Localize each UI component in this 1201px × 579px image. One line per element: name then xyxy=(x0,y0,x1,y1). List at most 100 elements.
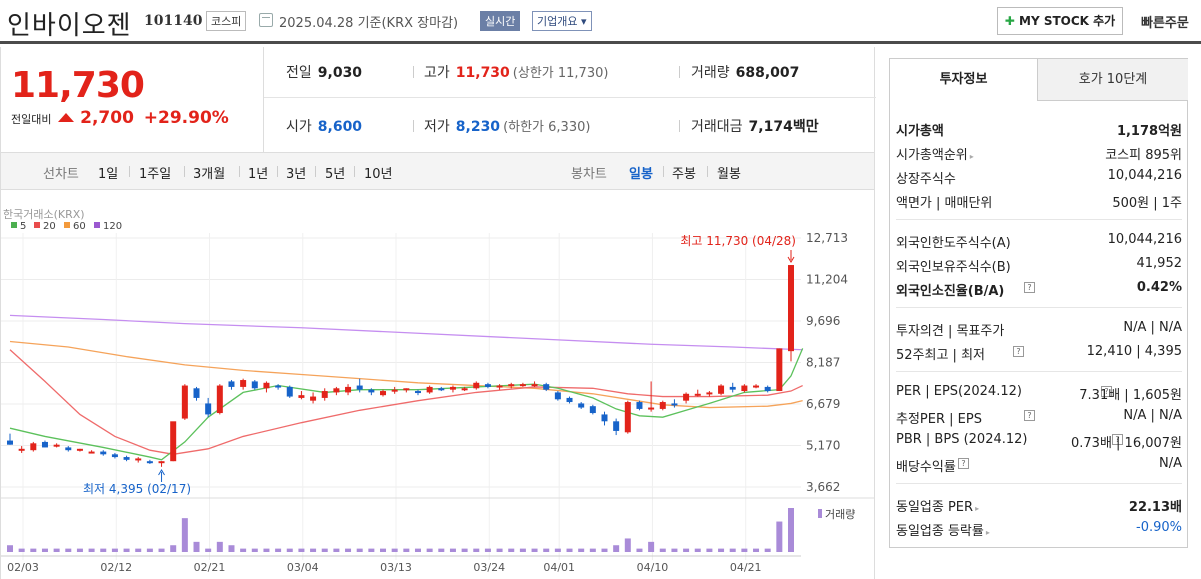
info-row: PBR | BPS (2024.12)? 0.73배 | 16,007원 xyxy=(896,429,1182,451)
candle xyxy=(788,265,794,352)
price-change: 전일대비 2,700 +29.90% xyxy=(11,108,229,128)
info-label: 동일업종 등락률 ▸ xyxy=(896,524,990,539)
volume-bar xyxy=(76,548,83,552)
volume-bar xyxy=(718,548,725,552)
volume-bar xyxy=(216,541,223,552)
mystock-add-button[interactable]: ✚ MY STOCK 추가 xyxy=(997,7,1123,35)
info-value: 22.13배 xyxy=(1128,500,1182,515)
x-tick-label: 03/04 xyxy=(287,561,319,574)
low-arrow-icon xyxy=(158,469,165,476)
help-icon[interactable]: ? xyxy=(1013,346,1024,357)
volume-bar xyxy=(310,548,317,552)
calendar-icon xyxy=(259,13,273,27)
period-daily[interactable]: 일봉 xyxy=(629,167,653,182)
candle xyxy=(519,384,526,387)
period-10y[interactable]: 10년 xyxy=(364,167,393,182)
x-tick-label: 02/21 xyxy=(194,561,226,574)
volume-bar xyxy=(438,548,445,552)
divider xyxy=(896,371,1182,372)
info-label: 동일업종 PER ▸ xyxy=(896,500,980,515)
volume-bar xyxy=(321,548,328,552)
info-label: 외국인한도주식수(A) xyxy=(896,236,1011,251)
volume-bar xyxy=(671,548,678,552)
investment-info-panel: 투자정보 호가 10단계 시가총액 1,178억원 시가총액순위 ▸ 코스피 895위 상… xyxy=(889,58,1188,548)
volume-bar xyxy=(461,548,468,552)
company-overview-dropdown[interactable]: 기업개요 ▾ xyxy=(532,11,592,31)
info-row: 52주최고 | 최저? 12,410 | 4,395 xyxy=(896,341,1182,363)
candle xyxy=(135,458,142,461)
quick-order-button[interactable]: 빠른주문 xyxy=(1141,16,1189,31)
candle xyxy=(76,448,83,451)
volume-bar xyxy=(496,548,503,552)
volume-bar xyxy=(601,548,608,552)
info-label: 시가총액순위 ▸ xyxy=(896,148,974,163)
volume-bar xyxy=(473,548,480,552)
volume-bar xyxy=(158,548,165,552)
candle xyxy=(426,386,433,393)
expand-icon[interactable]: ▸ xyxy=(985,528,990,537)
candle xyxy=(310,396,317,401)
info-value: N/A | N/A xyxy=(1123,408,1182,423)
trade-amount: 거래대금 7,174백만 xyxy=(691,119,819,135)
period-3m[interactable]: 3개월 xyxy=(193,167,226,182)
period-monthly[interactable]: 월봉 xyxy=(717,167,741,182)
period-5y[interactable]: 5년 xyxy=(325,167,346,182)
volume-bar xyxy=(624,538,631,552)
base-date: 2025.04.28 기준(KRX 장마감) xyxy=(279,16,459,31)
legend-label: 120 xyxy=(103,221,122,232)
volume-bar xyxy=(554,548,561,552)
help-icon[interactable]: ? xyxy=(1112,434,1123,445)
candle xyxy=(601,414,608,422)
stock-name: 인바이오젠 xyxy=(7,11,132,41)
info-label: 상장주식수 xyxy=(896,172,956,187)
help-icon[interactable]: ? xyxy=(958,458,969,469)
stock-header: 인바이오젠 101140 코스피 2025.04.28 기준(KRX 장마감) … xyxy=(0,0,1201,44)
candle xyxy=(694,393,701,396)
x-tick-label: 02/12 xyxy=(100,561,132,574)
tab-investment-info[interactable]: 투자정보 xyxy=(890,59,1038,101)
volume-bar xyxy=(753,548,760,552)
help-icon[interactable]: ? xyxy=(1024,410,1035,421)
period-1d[interactable]: 1일 xyxy=(98,167,119,182)
candle xyxy=(449,386,456,390)
market-badge: 코스피 xyxy=(206,11,247,31)
candle xyxy=(333,388,340,393)
help-icon[interactable]: ? xyxy=(1024,282,1035,293)
info-label: PER | EPS(2024.12) xyxy=(896,384,1022,399)
volume-bar xyxy=(414,548,421,552)
help-icon[interactable]: ? xyxy=(1101,386,1112,397)
expand-icon[interactable]: ▸ xyxy=(969,152,974,161)
period-1y[interactable]: 1년 xyxy=(248,167,269,182)
y-tick-label: 12,713 xyxy=(806,231,848,245)
info-label: PBR | BPS (2024.12) xyxy=(896,432,1028,447)
candle xyxy=(228,381,235,387)
ma20-line xyxy=(9,349,803,455)
candle xyxy=(531,384,538,387)
expand-icon[interactable]: ▸ xyxy=(975,504,980,513)
x-tick-label: 03/24 xyxy=(473,561,505,574)
change-label: 전일대비 xyxy=(11,113,52,126)
candle xyxy=(65,447,72,451)
info-label: 52주최고 | 최저 xyxy=(896,348,985,363)
candle xyxy=(263,382,270,389)
info-value: 12,410 | 4,395 xyxy=(1086,344,1182,359)
volume: 거래량 688,007 xyxy=(691,65,800,81)
candle xyxy=(403,388,410,391)
info-row: 상장주식수 10,044,216 xyxy=(896,165,1182,187)
volume-bar xyxy=(741,548,748,552)
tab-orderbook[interactable]: 호가 10단계 xyxy=(1038,59,1188,101)
current-price: 11,730 xyxy=(11,65,145,106)
period-weekly[interactable]: 주봉 xyxy=(672,167,696,182)
x-tick-label: 03/13 xyxy=(380,561,412,574)
candle xyxy=(543,384,550,390)
candle xyxy=(683,393,690,401)
period-1w[interactable]: 1주일 xyxy=(139,167,172,182)
volume-bar xyxy=(519,548,526,552)
period-3y[interactable]: 3년 xyxy=(286,167,307,182)
legend-label: 5 xyxy=(20,221,26,232)
candle xyxy=(438,388,445,391)
realtime-button[interactable]: 실시간 xyxy=(480,11,521,31)
candle xyxy=(461,388,468,391)
info-value: 코스피 895위 xyxy=(1105,148,1182,163)
info-value: 41,952 xyxy=(1136,256,1183,271)
